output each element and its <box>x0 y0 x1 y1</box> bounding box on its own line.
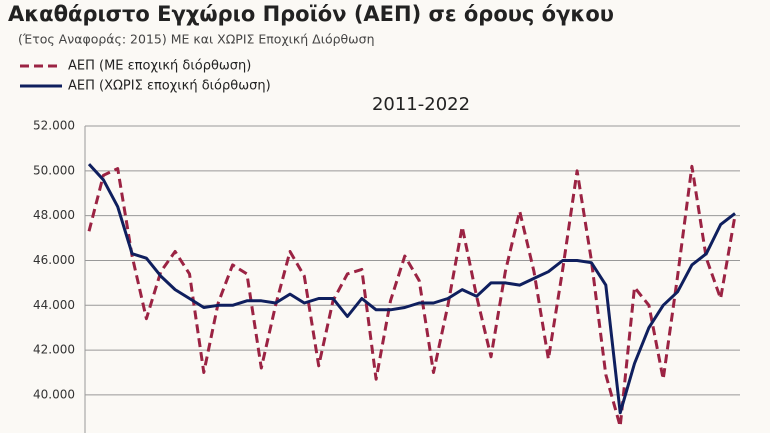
y-tick-label: 40.000 <box>33 387 75 401</box>
legend-label: ΑΕΠ (ΜΕ εποχική διόρθωση) <box>68 59 251 74</box>
y-tick-label: 50.000 <box>33 163 75 177</box>
y-tick-label: 46.000 <box>33 253 75 267</box>
y-tick-label: 48.000 <box>33 208 75 222</box>
period-label: 2011-2022 <box>372 94 470 115</box>
chart-title: Ακαθάριστο Εγχώριο Προϊόν (ΑΕΠ) σε όρους… <box>8 2 614 26</box>
legend-label: ΑΕΠ (ΧΩΡΙΣ εποχική διόρθωση) <box>68 79 271 94</box>
series-line <box>87 163 736 415</box>
series-line <box>87 164 737 428</box>
y-tick-label: 52.000 <box>33 119 75 133</box>
chart-subtitle: (Έτος Αναφοράς: 2015) ΜΕ και ΧΩΡΙΣ Εποχι… <box>18 32 375 47</box>
y-tick-label: 42.000 <box>33 343 75 357</box>
y-tick-label: 44.000 <box>33 298 75 312</box>
